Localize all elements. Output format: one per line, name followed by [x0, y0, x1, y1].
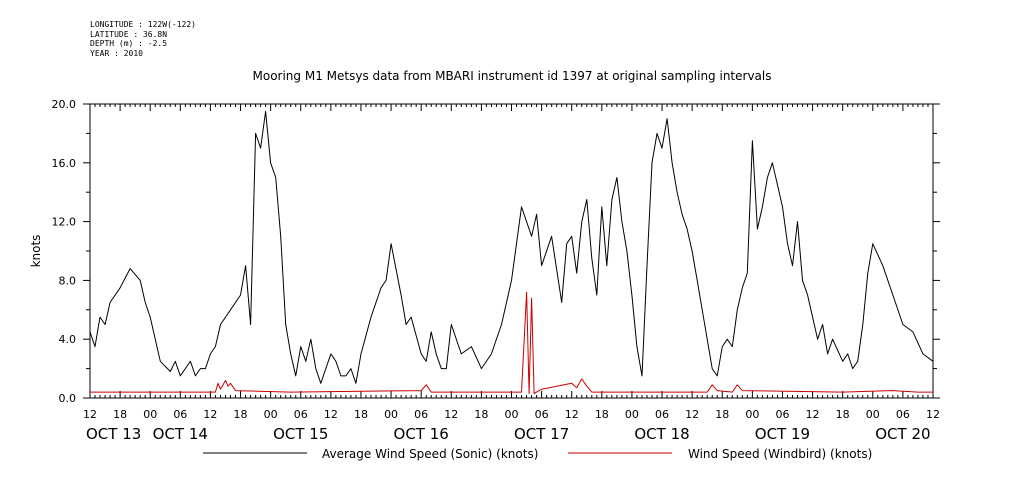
x-hour-label: 00 — [866, 408, 880, 421]
x-hour-label: 06 — [896, 408, 910, 421]
legend-label-windbird: Wind Speed (Windbird) (knots) — [688, 447, 872, 461]
x-hour-label: 18 — [474, 408, 488, 421]
x-hour-label: 18 — [595, 408, 609, 421]
series-line-windbird — [90, 291, 933, 395]
x-hour-label: 06 — [535, 408, 549, 421]
x-day-label: OCT 20 — [875, 425, 930, 443]
x-hour-label: 06 — [775, 408, 789, 421]
x-day-label: OCT 15 — [273, 425, 328, 443]
x-hour-label: 18 — [836, 408, 850, 421]
x-hour-label: 00 — [264, 408, 278, 421]
x-hour-label: 12 — [444, 408, 458, 421]
x-day-label: OCT 18 — [634, 425, 689, 443]
y-tick-label: 20.0 — [52, 98, 77, 111]
x-hour-label: 06 — [173, 408, 187, 421]
x-hour-label: 12 — [203, 408, 217, 421]
x-hour-label: 18 — [234, 408, 248, 421]
axis-ticks — [83, 103, 940, 399]
x-hour-label: 00 — [505, 408, 519, 421]
series-group — [89, 110, 934, 395]
x-hour-label: 12 — [926, 408, 940, 421]
x-hour-label: 18 — [715, 408, 729, 421]
x-hour-label: 12 — [324, 408, 338, 421]
longitude-text: LONGITUDE : 122W(-122) — [90, 20, 196, 29]
y-tick-label: 0.0 — [59, 392, 77, 405]
y-axis-labels: 0.0 4.0 8.0 12.0 16.0 20.0 — [52, 98, 77, 405]
depth-text: DEPTH (m) : -2.5 — [90, 39, 168, 48]
x-axis-labels: 12 18 00 06 12 18 00 06 12 18 00 06 12 18 00 06 12 18 00 06… — [83, 408, 940, 443]
x-day-label: OCT 17 — [514, 425, 569, 443]
x-hour-label: 00 — [384, 408, 398, 421]
x-hour-label: 12 — [685, 408, 699, 421]
y-tick-label: 16.0 — [52, 157, 77, 170]
y-tick-label: 12.0 — [52, 216, 77, 229]
x-hour-label: 18 — [354, 408, 368, 421]
x-hour-label: 00 — [745, 408, 759, 421]
y-axis-label: knots — [29, 235, 43, 268]
x-hour-label: 12 — [806, 408, 820, 421]
x-hour-label: 06 — [414, 408, 428, 421]
plot-frame — [89, 103, 934, 399]
x-day-label: OCT 16 — [394, 425, 449, 443]
x-day-label: OCT 14 — [153, 425, 208, 443]
x-hour-label: 06 — [655, 408, 669, 421]
legend: Average Wind Speed (Sonic) (knots) Wind … — [203, 447, 872, 461]
latitude-text: LATITUDE : 36.8N — [90, 29, 168, 39]
x-hour-label: 00 — [625, 408, 639, 421]
series-line-sonic — [89, 110, 934, 384]
x-hour-label: 00 — [143, 408, 157, 421]
x-day-label: OCT 13 — [86, 425, 141, 443]
chart-title: Mooring M1 Metsys data from MBARI instru… — [253, 69, 772, 83]
year-text: YEAR : 2010 — [90, 48, 143, 58]
legend-label-sonic: Average Wind Speed (Sonic) (knots) — [322, 447, 538, 461]
x-hour-label: 06 — [294, 408, 308, 421]
x-hour-label: 18 — [113, 408, 127, 421]
x-hour-label: 12 — [565, 408, 579, 421]
x-day-label: OCT 19 — [755, 425, 810, 443]
y-tick-label: 8.0 — [59, 274, 77, 287]
header-info: LONGITUDE : 122W(-122) LATITUDE : 36.8N … — [90, 20, 196, 58]
x-hour-label: 12 — [83, 408, 97, 421]
y-tick-label: 4.0 — [59, 333, 77, 346]
